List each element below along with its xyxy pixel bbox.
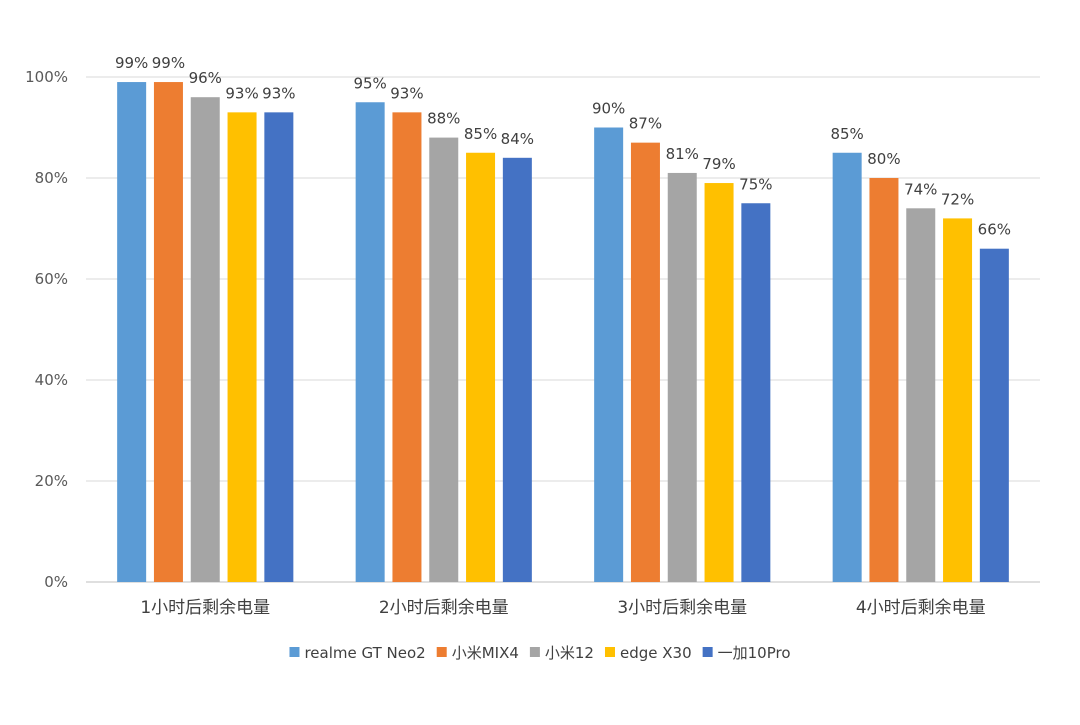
bar [190, 97, 220, 582]
legend: realme GT Neo2 小米MIX4 小米12 edge X30 一加10Pro [289, 644, 791, 662]
data-label: 90% [592, 100, 625, 118]
legend-label: edge X30 [620, 644, 692, 662]
bar [355, 102, 385, 582]
x-tick-label: 2小时后剩余电量 [379, 598, 509, 618]
legend-item: 一加10Pro [702, 644, 791, 662]
legend-swatch [436, 647, 447, 657]
legend-item: realme GT Neo2 [289, 644, 426, 662]
data-label: 87% [629, 115, 662, 133]
legend-swatch [289, 647, 300, 657]
y-tick-label: 100% [25, 68, 68, 86]
data-label: 93% [262, 84, 295, 102]
x-tick-label: 4小时后剩余电量 [856, 598, 986, 618]
bar [943, 218, 973, 582]
bar [906, 208, 936, 583]
bar [264, 112, 294, 582]
legend-item: 小米12 [529, 644, 594, 662]
bar [227, 112, 257, 582]
y-tick-label: 0% [44, 573, 68, 591]
legend-item: edge X30 [604, 644, 692, 662]
legend-swatch [702, 647, 713, 657]
data-label: 72% [941, 190, 974, 208]
bar [153, 82, 183, 583]
data-label: 96% [189, 69, 222, 87]
bars [117, 82, 1009, 583]
y-tick-label: 20% [35, 472, 68, 490]
legend-label: 小米MIX4 [452, 644, 519, 662]
y-tick-label: 80% [35, 169, 68, 187]
y-axis: 0% 20% 40% 60% 80% 100% [25, 68, 68, 591]
data-label: 99% [152, 54, 185, 72]
bar [392, 112, 422, 582]
data-label: 85% [830, 125, 863, 143]
bar [741, 203, 771, 582]
bar [429, 137, 459, 582]
bar [502, 157, 532, 583]
legend-label: 小米12 [545, 644, 594, 662]
legend-swatch [529, 647, 540, 657]
x-axis: 1小时后剩余电量 2小时后剩余电量 3小时后剩余电量 4小时后剩余电量 [140, 598, 985, 618]
data-label: 81% [666, 145, 699, 163]
legend-label: realme GT Neo2 [304, 644, 425, 662]
bar [832, 152, 862, 582]
data-label: 95% [353, 74, 386, 92]
bar [594, 127, 624, 582]
bar [466, 152, 496, 582]
data-label: 93% [225, 84, 258, 102]
legend-item: 小米MIX4 [436, 644, 519, 662]
x-tick-label: 3小时后剩余电量 [617, 598, 747, 618]
bar [667, 172, 697, 582]
legend-swatch [604, 647, 615, 657]
data-label: 84% [501, 130, 534, 148]
data-label: 80% [867, 150, 900, 168]
data-label: 99% [115, 54, 148, 72]
bar [979, 248, 1009, 582]
data-label: 75% [739, 175, 772, 193]
data-labels: 99% 99%96%93% 93%95%93%88%85% 84%90%87%81%7… [115, 54, 1011, 239]
bar [630, 142, 660, 582]
bar [869, 178, 899, 582]
bar [117, 82, 147, 583]
data-label: 85% [464, 125, 497, 143]
data-label: 88% [427, 110, 460, 128]
bar [704, 183, 734, 583]
data-label: 79% [702, 155, 735, 173]
data-label: 74% [904, 180, 937, 198]
legend-label: 一加10Pro [718, 644, 791, 662]
y-tick-label: 40% [35, 371, 68, 389]
data-label: 66% [978, 221, 1011, 239]
data-label: 93% [390, 84, 423, 102]
x-tick-label: 1小时后剩余电量 [140, 598, 270, 618]
y-tick-label: 60% [35, 270, 68, 288]
